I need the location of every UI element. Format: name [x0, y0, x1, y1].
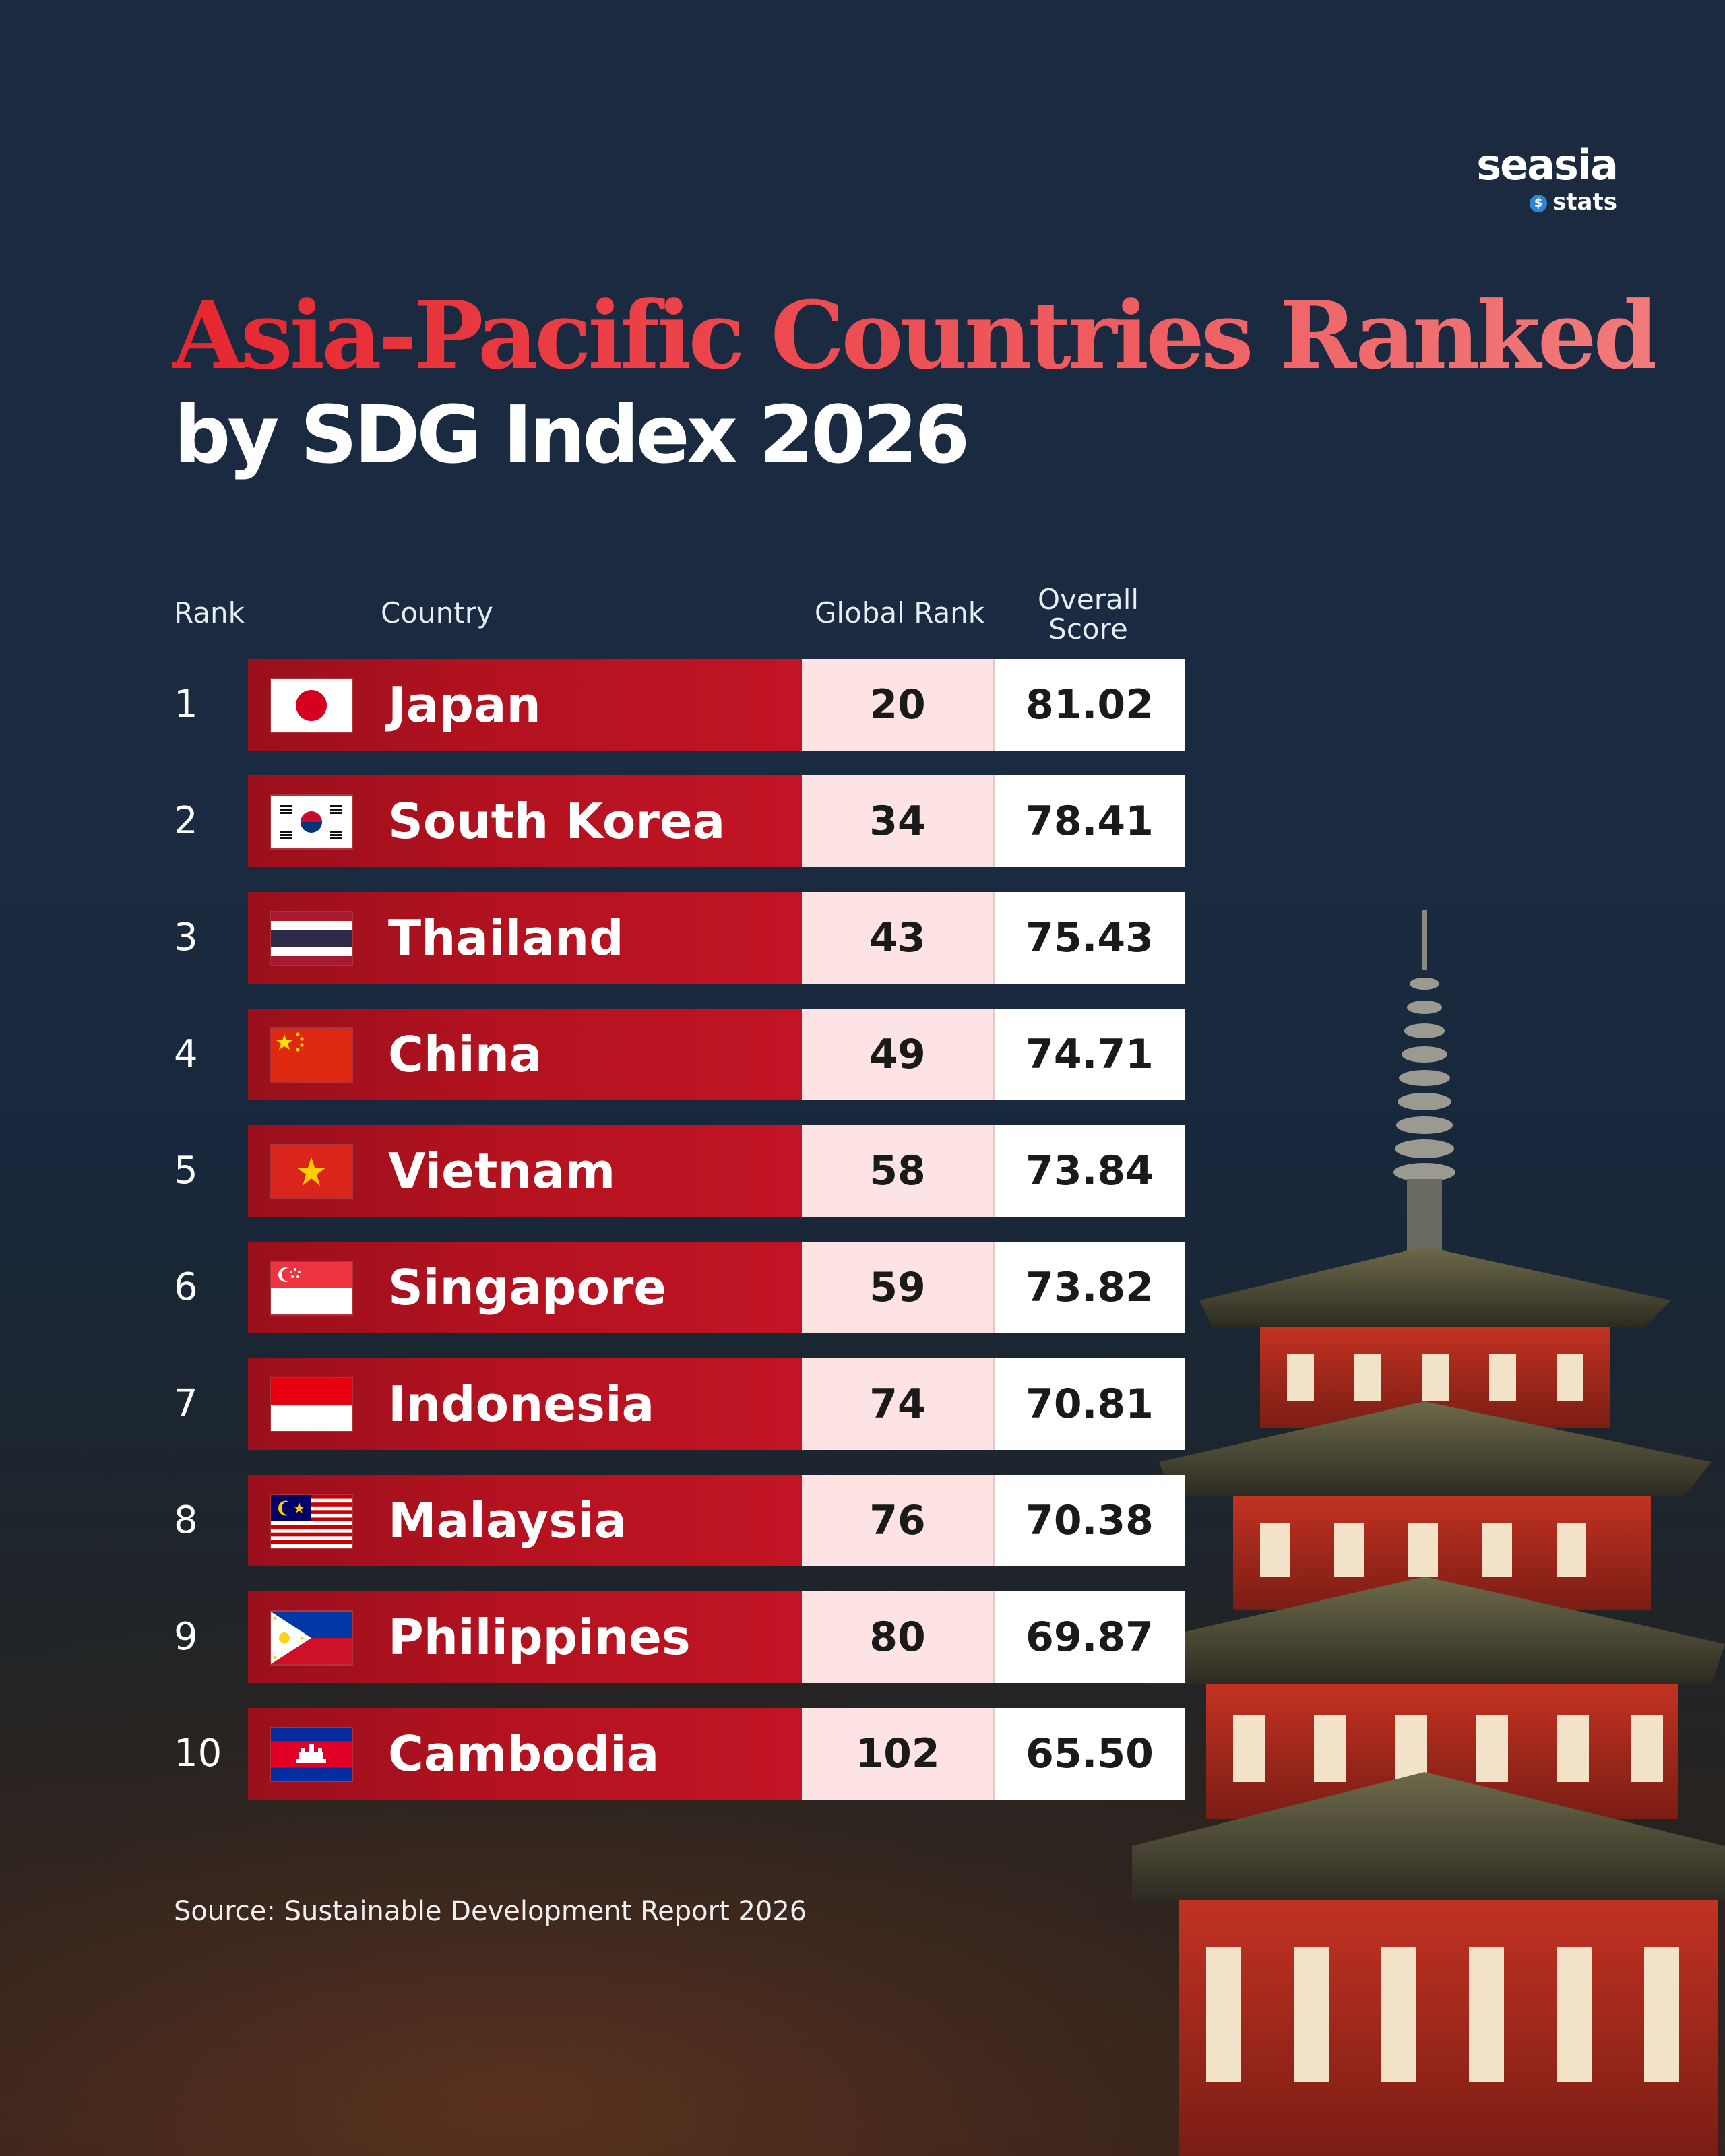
- thailand-flag-icon: [271, 912, 352, 965]
- china-flag-icon: [271, 1029, 352, 1081]
- pagoda-illustration: [1132, 910, 1725, 2156]
- rank-number: 7: [174, 1382, 198, 1426]
- header-global-rank: Global Rank: [814, 596, 985, 629]
- source-note: Source: Sustainable Development Report 2…: [174, 1896, 807, 1927]
- brand-logo: seasia $ stats: [1462, 140, 1619, 217]
- global-rank-value: 102: [802, 1708, 993, 1800]
- global-rank-value: 76: [802, 1475, 993, 1566]
- country-name: China: [388, 1026, 542, 1083]
- table-row: 5 Vietnam 58 73.84: [0, 1125, 1186, 1217]
- rank-number: 2: [174, 799, 198, 843]
- dollar-icon: $: [1530, 194, 1548, 212]
- country-name: Japan: [388, 676, 541, 733]
- country-name: Philippines: [388, 1609, 691, 1666]
- philippines-flag-icon: [271, 1612, 352, 1664]
- header-country: Country: [381, 596, 493, 629]
- country-name: Vietnam: [388, 1143, 616, 1199]
- country-cell: Indonesia: [248, 1358, 802, 1450]
- overall-score-value: 73.84: [993, 1125, 1185, 1217]
- overall-score-value: 70.81: [993, 1358, 1185, 1450]
- title-line2: by SDG Index 2026: [174, 388, 970, 481]
- overall-score-value: 69.87: [993, 1591, 1185, 1683]
- table-row: 4 China 49 74.71: [0, 1009, 1186, 1100]
- brand-sub-text: stats: [1552, 189, 1617, 216]
- overall-score-value: 75.43: [993, 892, 1185, 984]
- overall-score-value: 74.71: [993, 1009, 1185, 1100]
- japan-flag-icon: [271, 679, 352, 732]
- brand-name: seasia: [1476, 140, 1619, 189]
- rank-number: 6: [174, 1265, 198, 1309]
- table-row: 2 South Korea 34 78.41: [0, 775, 1186, 867]
- rank-number: 3: [174, 916, 198, 959]
- title-line1: Asia-Pacific Countries Ranked: [172, 280, 1658, 390]
- overall-score-value: 81.02: [993, 659, 1185, 751]
- header-overall-score: Overall Score: [991, 585, 1186, 644]
- country-cell: Singapore: [248, 1242, 802, 1333]
- country-cell: Cambodia: [248, 1708, 802, 1800]
- malaysia-flag-icon: [271, 1495, 352, 1548]
- global-rank-value: 74: [802, 1358, 993, 1450]
- country-cell: Vietnam: [248, 1125, 802, 1217]
- global-rank-value: 43: [802, 892, 993, 984]
- rank-number: 8: [174, 1498, 198, 1542]
- rank-number: 5: [174, 1149, 198, 1193]
- country-cell: Thailand: [248, 892, 802, 984]
- table-row: 9 Philippines 80 69.87: [0, 1591, 1186, 1683]
- overall-score-value: 73.82: [993, 1242, 1185, 1333]
- country-name: Cambodia: [388, 1725, 660, 1782]
- country-cell: Philippines: [248, 1591, 802, 1683]
- table-row: 8 Malaysia 76 70.38: [0, 1475, 1186, 1566]
- header-score-line2: Score: [1048, 612, 1128, 645]
- table-row: 10 Cambodia 102 65.50: [0, 1708, 1186, 1800]
- global-rank-value: 49: [802, 1009, 993, 1100]
- table-row: 1 Japan 20 81.02: [0, 659, 1186, 751]
- country-name: South Korea: [388, 793, 726, 850]
- south-korea-flag-icon: [271, 796, 352, 848]
- vietnam-flag-icon: [271, 1145, 352, 1198]
- country-name: Thailand: [388, 910, 624, 966]
- overall-score-value: 70.38: [993, 1475, 1185, 1566]
- table-row: 3 Thailand 43 75.43: [0, 892, 1186, 984]
- overall-score-value: 78.41: [993, 775, 1185, 867]
- cambodia-flag-icon: [271, 1728, 352, 1781]
- table-row: 7 Indonesia 74 70.81: [0, 1358, 1186, 1450]
- overall-score-value: 65.50: [993, 1708, 1185, 1800]
- global-rank-value: 58: [802, 1125, 993, 1217]
- brand-sub: $ stats: [1530, 190, 1617, 214]
- global-rank-value: 80: [802, 1591, 993, 1683]
- country-cell: China: [248, 1009, 802, 1100]
- country-cell: Japan: [248, 659, 802, 751]
- header-score-line1: Overall: [1037, 583, 1139, 616]
- country-cell: South Korea: [248, 775, 802, 867]
- global-rank-value: 59: [802, 1242, 993, 1333]
- header-rank: Rank: [174, 596, 245, 629]
- global-rank-value: 20: [802, 659, 993, 751]
- rank-number: 9: [174, 1615, 198, 1659]
- indonesia-flag-icon: [271, 1378, 352, 1431]
- country-name: Indonesia: [388, 1376, 655, 1432]
- country-name: Malaysia: [388, 1492, 627, 1549]
- country-name: Singapore: [388, 1259, 667, 1316]
- singapore-flag-icon: [271, 1262, 352, 1314]
- rank-number: 4: [174, 1032, 198, 1076]
- country-cell: Malaysia: [248, 1475, 802, 1566]
- table-row: 6 Singapore 59 73.82: [0, 1242, 1186, 1333]
- rank-number: 10: [174, 1732, 222, 1775]
- rank-number: 1: [174, 683, 198, 726]
- global-rank-value: 34: [802, 775, 993, 867]
